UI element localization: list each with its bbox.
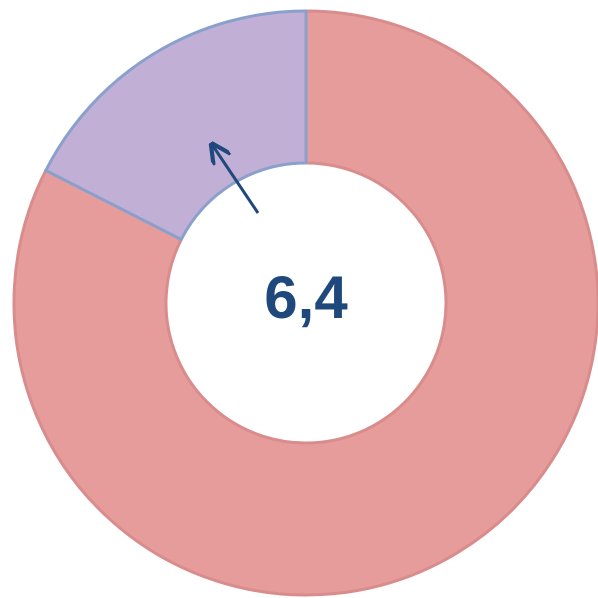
center-label: 6,4 [264,264,348,331]
donut-slice [12,9,598,597]
arrow [213,146,260,214]
donut-slice [43,9,308,242]
slices [12,9,598,597]
